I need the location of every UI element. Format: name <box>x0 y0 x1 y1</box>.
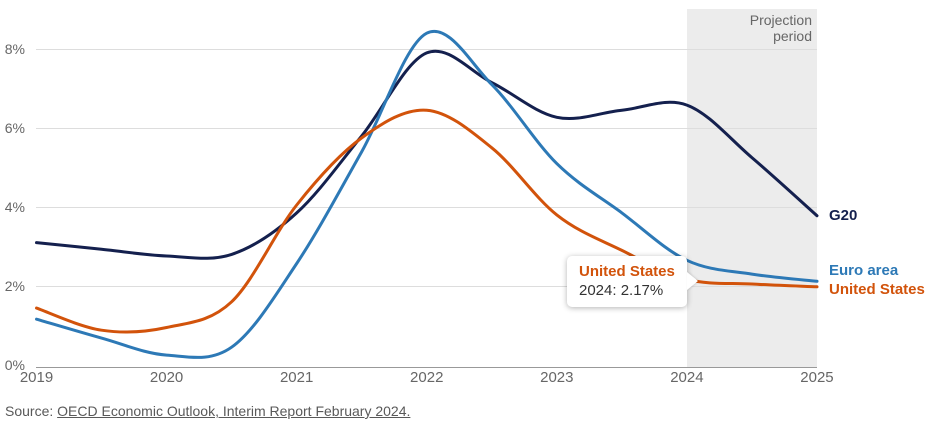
x-axis-line <box>36 367 817 368</box>
y-tick-label: 0% <box>4 357 25 373</box>
y-gridline <box>36 207 817 208</box>
tooltip: United States 2024: 2.17% <box>567 256 698 307</box>
y-gridline <box>36 49 817 50</box>
y-gridline <box>36 128 817 129</box>
tooltip-arrow-icon <box>686 272 698 290</box>
source-prefix: Source: <box>5 403 58 419</box>
x-tick-label: 2022 <box>410 369 444 386</box>
y-gridline <box>36 286 817 287</box>
y-tick-label: 4% <box>4 199 25 215</box>
x-tick-label: 2019 <box>19 369 54 386</box>
x-tick-label: 2023 <box>540 369 574 386</box>
x-tick-label: 2021 <box>279 369 314 386</box>
series-label-euro-area: Euro area <box>829 262 899 280</box>
source-note: Source: OECD Economic Outlook, Interim R… <box>5 403 410 419</box>
series-label-g20: G20 <box>829 206 858 224</box>
series-line-united-states[interactable] <box>35 108 819 334</box>
tooltip-value: 2024: 2.17% <box>579 282 664 299</box>
y-tick-label: 8% <box>4 41 25 57</box>
series-line-g20[interactable] <box>35 49 819 260</box>
y-tick-label: 2% <box>4 278 25 294</box>
y-tick-label: 6% <box>4 120 25 136</box>
projection-band <box>687 9 817 367</box>
tooltip-series-name: United States <box>579 263 675 280</box>
x-tick-label: 2024 <box>670 369 704 386</box>
x-tick-label: 2025 <box>800 369 834 386</box>
series-line-euro-area[interactable] <box>35 29 819 359</box>
source-link[interactable]: OECD Economic Outlook, Interim Report Fe… <box>57 403 411 419</box>
series-label-united-states: United States <box>829 280 925 298</box>
x-tick-label: 2020 <box>149 369 184 386</box>
projection-period-label: Projection period <box>749 12 812 44</box>
